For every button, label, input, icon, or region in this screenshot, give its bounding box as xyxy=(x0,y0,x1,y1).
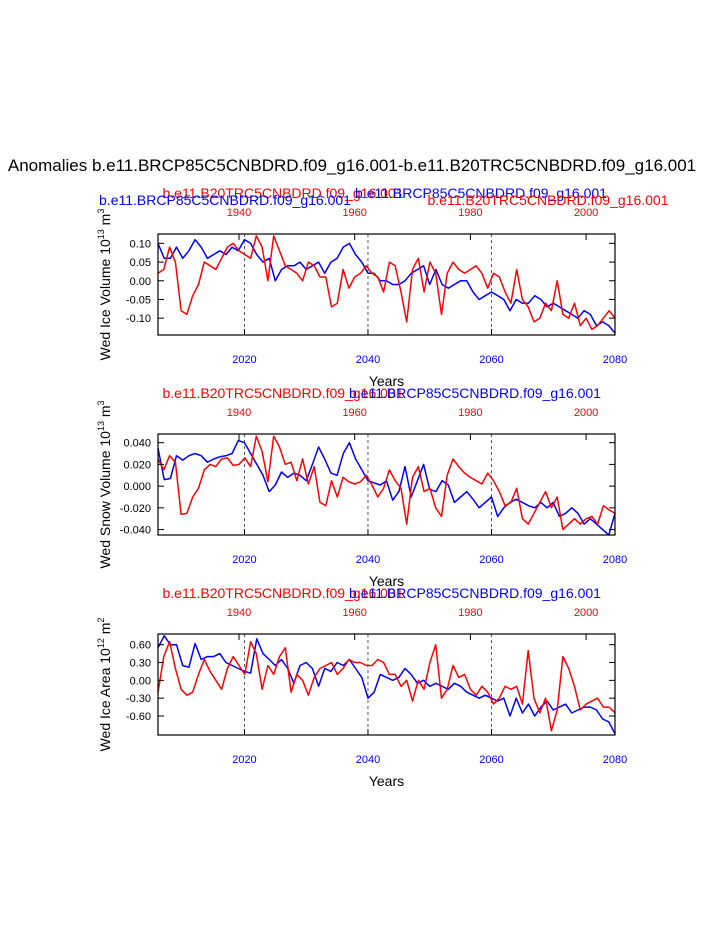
y-tick-label: -0.040 xyxy=(120,525,151,537)
y-axis-label-part: m xyxy=(97,214,113,230)
plot-frame xyxy=(157,233,616,336)
x-tick-label-rcp: 2060 xyxy=(479,554,503,566)
panel1-rcp-case-title: b.e11.BRCP85C5CNBDRD.f09_g16.001 xyxy=(355,185,607,201)
y-axis-label-part: Wed Snow Volume 10 xyxy=(97,431,113,569)
x-tick-label-hist: 2000 xyxy=(574,607,598,619)
y-tick-label: 0.00 xyxy=(130,276,151,288)
y-tick-label: 0.040 xyxy=(123,438,151,450)
x-tick-label-rcp: 2060 xyxy=(479,754,503,766)
page-title: Anomalies b.e11.BRCP85C5CNBDRD.f09_g16.0… xyxy=(8,156,696,175)
y-tick-label: 0.00 xyxy=(130,675,151,687)
x-axis-label: Years xyxy=(369,773,404,789)
panel1-hist-case-title: b.e11.B20TRC5CNBDRD.f09_g16.001 xyxy=(163,185,404,201)
y-tick-label: 0.020 xyxy=(123,459,151,471)
chart-panel-1: 0.10 0.05 0.00 -0.05 -0.10 2020 2040 2060 2080 19… xyxy=(96,207,627,389)
panel2-hist-case-title: b.e11.B20TRC5CNBDRD.f09_g16.001 xyxy=(163,385,404,401)
x-tick-label-hist: 1980 xyxy=(458,407,482,419)
y-tick-label: -0.020 xyxy=(120,503,151,515)
x-axis-label: Years xyxy=(369,573,404,589)
y-tick-label: -0.60 xyxy=(126,711,151,723)
y-axis-label: Wed Ice Area 1012 m2 xyxy=(96,618,113,752)
x-tick-label-rcp: 2080 xyxy=(603,754,627,766)
x-tick-label-hist: 1960 xyxy=(342,607,366,619)
x-axis-label: Years xyxy=(369,373,404,389)
x-tick-label-rcp: 2020 xyxy=(232,754,256,766)
x-tick-label-rcp: 2080 xyxy=(603,554,627,566)
y-axis-label-part: Wed Ice Volume 10 xyxy=(97,239,113,360)
y-tick-label: 0.30 xyxy=(130,658,151,670)
panel3-hist-case-title: b.e11.B20TRC5CNBDRD.f09_g16.001 xyxy=(163,585,404,601)
x-tick-label-hist: 1940 xyxy=(227,407,251,419)
y-axis-label-part: Wed Ice Area 10 xyxy=(97,648,113,751)
series-line-b20tr xyxy=(157,435,616,531)
y-axis-label: Wed Ice Volume 1013 m3 xyxy=(96,209,113,361)
y-axis-label-exponent: 13 xyxy=(96,229,106,239)
x-tick-label-rcp: 2040 xyxy=(356,554,380,566)
y-axis-label-exponent: 13 xyxy=(96,421,106,431)
y-tick-label: 0.000 xyxy=(123,481,151,493)
chart-panel-3: 0.60 0.30 0.00 -0.30 -0.60 2020 2040 2060 2080 19… xyxy=(96,607,627,789)
x-tick-label-rcp: 2020 xyxy=(232,554,256,566)
x-tick-label-hist: 1940 xyxy=(227,207,251,219)
y-axis-label-exponent: 12 xyxy=(96,638,106,648)
x-tick-label-hist: 1980 xyxy=(458,207,482,219)
y-tick-label: -0.05 xyxy=(126,294,151,306)
plot-frame xyxy=(157,433,616,536)
x-tick-label-hist: 1960 xyxy=(342,207,366,219)
plot-frame xyxy=(157,633,616,736)
y-tick-label: -0.30 xyxy=(126,693,151,705)
y-tick-label: 0.60 xyxy=(130,640,151,652)
series-line-rcp85 xyxy=(157,439,616,536)
series-line-b20tr xyxy=(157,640,616,732)
y-tick-label: -0.10 xyxy=(126,313,151,325)
x-tick-label-hist: 1980 xyxy=(458,607,482,619)
y-axis-label-exponent: 3 xyxy=(96,209,106,214)
panel2-rcp-case-title: b.e11.BRCP85C5CNBDRD.f09_g16.001 xyxy=(349,385,601,401)
series-line-b20tr xyxy=(157,235,616,331)
x-tick-label-rcp: 2060 xyxy=(479,354,503,366)
x-tick-label-rcp: 2040 xyxy=(356,754,380,766)
series-line-rcp85 xyxy=(157,238,616,334)
x-tick-label-hist: 1940 xyxy=(227,607,251,619)
y-axis-label-exponent: 2 xyxy=(96,618,106,623)
y-axis-label-part: m xyxy=(97,623,113,639)
y-tick-label: 0.10 xyxy=(130,238,151,250)
x-tick-label-hist: 2000 xyxy=(574,407,598,419)
series-line-rcp85 xyxy=(157,635,616,735)
y-axis-label-part: m xyxy=(97,405,113,421)
x-tick-label-rcp: 2020 xyxy=(232,354,256,366)
panel1-hist-case-right-title: b.e11.B20TRC5CNBDRD.f09_g16.001 xyxy=(428,192,669,208)
x-tick-label-hist: 1960 xyxy=(342,407,366,419)
y-tick-label: 0.05 xyxy=(130,257,151,269)
x-tick-label-hist: 2000 xyxy=(574,207,598,219)
x-tick-label-rcp: 2040 xyxy=(356,354,380,366)
y-axis-label-exponent: 3 xyxy=(96,400,106,405)
chart-panels: 0.10 0.05 0.00 -0.05 -0.10 2020 2040 2060 2080 19… xyxy=(96,207,627,789)
chart-panel-2: 0.040 0.020 0.000 -0.020 -0.040 2020 2040 2060 2… xyxy=(96,400,627,589)
panel1-rcp-case-left-title: b.e11.BRCP85C5CNBDRD.f09_g16.001 xyxy=(99,192,351,208)
panel3-rcp-case-title: b.e11.BRCP85C5CNBDRD.f09_g16.001 xyxy=(349,585,601,601)
y-axis-label: Wed Snow Volume 1013 m3 xyxy=(96,400,113,568)
x-tick-label-rcp: 2080 xyxy=(603,354,627,366)
